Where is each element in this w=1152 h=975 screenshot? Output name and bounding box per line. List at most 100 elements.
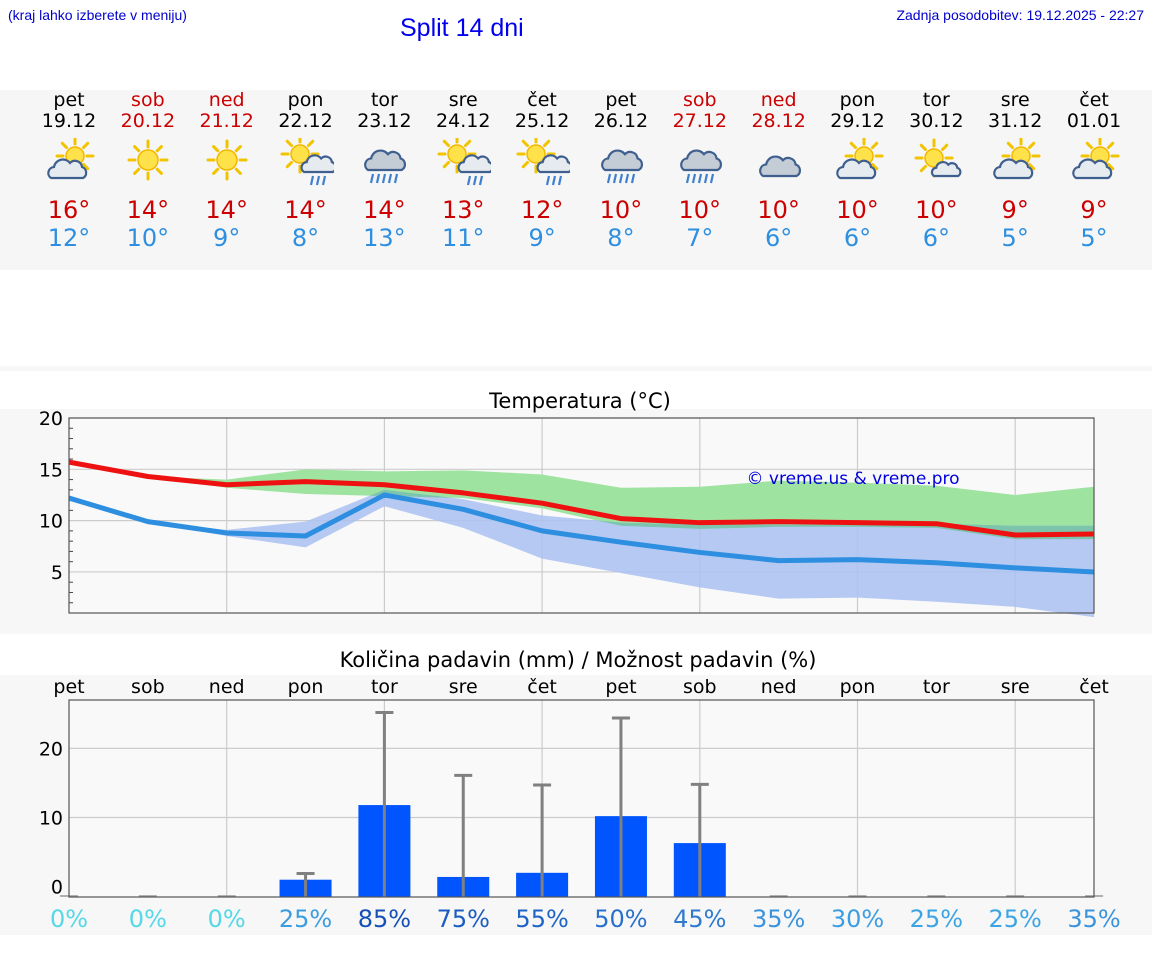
day-name: ned (760, 89, 797, 111)
day-date: 27.12 (672, 110, 727, 132)
max-temp: 16° (47, 196, 91, 224)
precip-probability: 75% (437, 905, 490, 933)
day-name: pet (53, 89, 85, 111)
day-date: 19.12 (41, 110, 97, 132)
precip-probability: 30% (831, 905, 884, 933)
day-name: čet (527, 89, 557, 111)
x-tick-label: sre (449, 676, 478, 698)
min-temp: 9° (528, 224, 556, 252)
day-column: pon 29.12 10° 6° (818, 90, 898, 252)
sun-cloud-icon (1072, 138, 1120, 180)
max-temp: 12° (520, 196, 564, 224)
x-tick-label: sob (683, 676, 717, 698)
day-name: pon (839, 89, 876, 111)
min-temp: 6° (843, 224, 872, 252)
precip-probability: 0% (129, 905, 167, 933)
y-tick-label: 0 (51, 877, 63, 899)
plot-border (68, 699, 1095, 898)
x-tick-label: ned (761, 676, 797, 698)
day-column: tor 23.12 14° 13° (344, 90, 424, 252)
x-tick-label: pet (53, 676, 84, 698)
day-column: sob 20.12 14° 10° (108, 90, 188, 252)
x-tick-label: pon (288, 676, 324, 698)
day-date: 28.12 (751, 110, 806, 132)
day-column: ned 21.12 14° 9° (187, 90, 267, 252)
day-column: čet 01.01 9° 5° (1054, 90, 1134, 252)
precip-probability: 25% (279, 905, 332, 933)
y-tick-label: 20 (39, 738, 63, 760)
day-name: tor (922, 89, 950, 111)
max-temp: 9° (1080, 196, 1108, 224)
day-name: sre (1000, 89, 1030, 111)
precip-probability: 0% (50, 905, 88, 933)
page-title: Split 14 dni (400, 14, 524, 42)
precip-probability: 25% (989, 905, 1042, 933)
day-name: sre (448, 89, 478, 111)
precip-probability: 45% (673, 905, 726, 933)
day-date: 29.12 (830, 110, 885, 132)
day-date: 23.12 (357, 110, 412, 132)
min-temp: 12° (47, 224, 91, 252)
x-tick-label: pon (840, 676, 876, 698)
x-tick-label: ned (209, 676, 245, 698)
min-temp: 5° (1080, 224, 1108, 252)
cloud-rain-icon (679, 149, 722, 184)
sun-cloud-rain-icon (516, 138, 571, 186)
min-temp: 13° (363, 224, 406, 252)
day-name: pet (605, 89, 637, 111)
x-tick-label: čet (1079, 676, 1109, 698)
max-temp: 10° (599, 196, 643, 224)
cloud-rain-icon (601, 149, 643, 184)
y-tick-label: 5 (51, 562, 63, 584)
min-temp: 11° (441, 224, 485, 252)
day-name: ned (208, 89, 245, 111)
min-temp: 9° (213, 224, 241, 252)
day-column: pet 19.12 16° 12° (29, 90, 109, 252)
min-temp: 6° (922, 224, 950, 252)
max-temp: 13° (441, 196, 485, 224)
day-date: 22.12 (278, 110, 333, 132)
day-name: pon (287, 89, 324, 111)
day-column: ned 28.12 10° 6° (739, 90, 819, 252)
day-date: 30.12 (909, 110, 964, 132)
x-tick-label: pet (605, 676, 636, 698)
sun-cloud-icon (47, 138, 95, 180)
max-temp: 10° (915, 196, 958, 224)
day-column: čet 25.12 12° 9° (502, 90, 582, 252)
sun-icon (206, 139, 248, 181)
min-range-band (69, 489, 1095, 618)
plot-area (69, 700, 1094, 897)
min-temp-line (68, 492, 1095, 575)
cloud-icon (758, 155, 801, 178)
sun-small-cloud-icon (914, 138, 962, 178)
day-name: sob (683, 89, 717, 111)
sun-cloud-rain-icon (280, 138, 334, 186)
min-temp: 7° (686, 224, 714, 252)
precip-probability: 55% (515, 905, 568, 933)
last-update: Zadnja posodobitev: 19.12.2025 - 22:27 (896, 7, 1144, 23)
max-temp: 14° (126, 196, 170, 224)
x-tick-label: tor (923, 676, 950, 698)
location-hint: (kraj lahko izberete v meniju) (8, 7, 187, 23)
cloud-rain-icon (364, 149, 407, 184)
sun-icon (127, 139, 169, 181)
sun-cloud-icon (835, 138, 883, 180)
temperature-chart: Temperatura (°C) 5 10 15 20 © vreme.us & vrem… (0, 389, 1152, 634)
day-date: 31.12 (987, 110, 1043, 132)
sun-cloud-rain-icon (437, 138, 492, 186)
chart-title: Količina padavin (mm) / Možnost padavin … (340, 648, 817, 672)
watermark: © vreme.us & vreme.pro (746, 469, 959, 489)
day-column: sre 31.12 9° 5° (975, 90, 1055, 252)
max-temp: 14° (363, 196, 406, 224)
precip-probability: 0% (208, 905, 246, 933)
min-temp: 8° (291, 224, 320, 252)
y-tick-label: 10 (39, 808, 63, 830)
max-temp: 10° (757, 196, 800, 224)
max-temp: 14° (205, 196, 248, 224)
plot-border (68, 417, 1095, 614)
separator (0, 366, 1152, 371)
day-column: sob 27.12 10° 7° (660, 90, 740, 252)
day-name: sob (131, 89, 165, 111)
max-temp: 9° (1001, 196, 1029, 224)
day-column: pon 22.12 14° 8° (266, 90, 346, 252)
